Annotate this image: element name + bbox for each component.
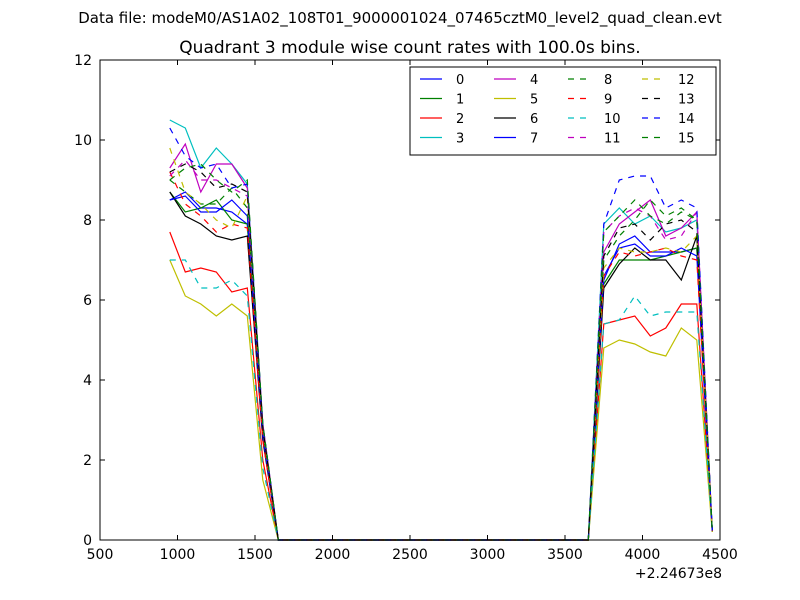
legend-label-12: 12 xyxy=(678,73,695,88)
plot-lines xyxy=(169,119,713,541)
x-tick-label: 3500 xyxy=(547,547,583,563)
chart-suptitle: Data file: modeM0/AS1A02_108T01_90000010… xyxy=(78,9,722,28)
y-tick-label: 8 xyxy=(83,213,92,229)
legend-label-14: 14 xyxy=(678,112,695,127)
x-tick-label: 4500 xyxy=(702,547,738,563)
legend-label-0: 0 xyxy=(456,73,464,88)
series-line-10 xyxy=(169,259,713,541)
legend-label-8: 8 xyxy=(604,73,612,88)
series-line-11 xyxy=(169,159,713,541)
legend-label-5: 5 xyxy=(530,93,538,108)
legend-label-13: 13 xyxy=(678,93,695,108)
x-tick-label: 500 xyxy=(87,547,114,563)
x-offset-label: +2.24673e8 xyxy=(635,566,722,582)
series-line-9 xyxy=(169,171,713,541)
series-line-15 xyxy=(169,163,713,541)
y-tick-label: 2 xyxy=(83,453,92,469)
legend-label-1: 1 xyxy=(456,93,464,108)
x-tick-label: 4000 xyxy=(625,547,661,563)
x-tick-label: 1000 xyxy=(160,547,196,563)
axis-ticks: 500 1000 1500 2000 2500 3000 3500 4000 4500 0 2 4 6 8… xyxy=(74,53,738,563)
y-tick-label: 12 xyxy=(74,53,92,69)
x-tick-label: 3000 xyxy=(470,547,506,563)
legend-label-4: 4 xyxy=(530,73,538,88)
x-tick-label: 2000 xyxy=(315,547,351,563)
y-tick-label: 10 xyxy=(74,133,92,149)
legend-label-6: 6 xyxy=(530,112,538,127)
series-line-12 xyxy=(169,147,713,541)
legend-frame xyxy=(409,66,717,156)
y-tick-label: 0 xyxy=(83,533,92,549)
legend-label-10: 10 xyxy=(604,112,621,127)
y-tick-label: 6 xyxy=(83,293,92,309)
x-tick-label: 1500 xyxy=(237,547,273,563)
legend-label-3: 3 xyxy=(456,132,464,147)
legend-label-15: 15 xyxy=(678,132,695,147)
legend-label-2: 2 xyxy=(456,112,464,127)
chart-title: Quadrant 3 module wise count rates with … xyxy=(179,38,640,58)
x-tick-label: 2500 xyxy=(392,547,428,563)
y-tick-label: 4 xyxy=(83,373,92,389)
legend-label-9: 9 xyxy=(604,93,612,108)
legend-label-11: 11 xyxy=(604,132,621,147)
legend-label-7: 7 xyxy=(530,132,538,147)
